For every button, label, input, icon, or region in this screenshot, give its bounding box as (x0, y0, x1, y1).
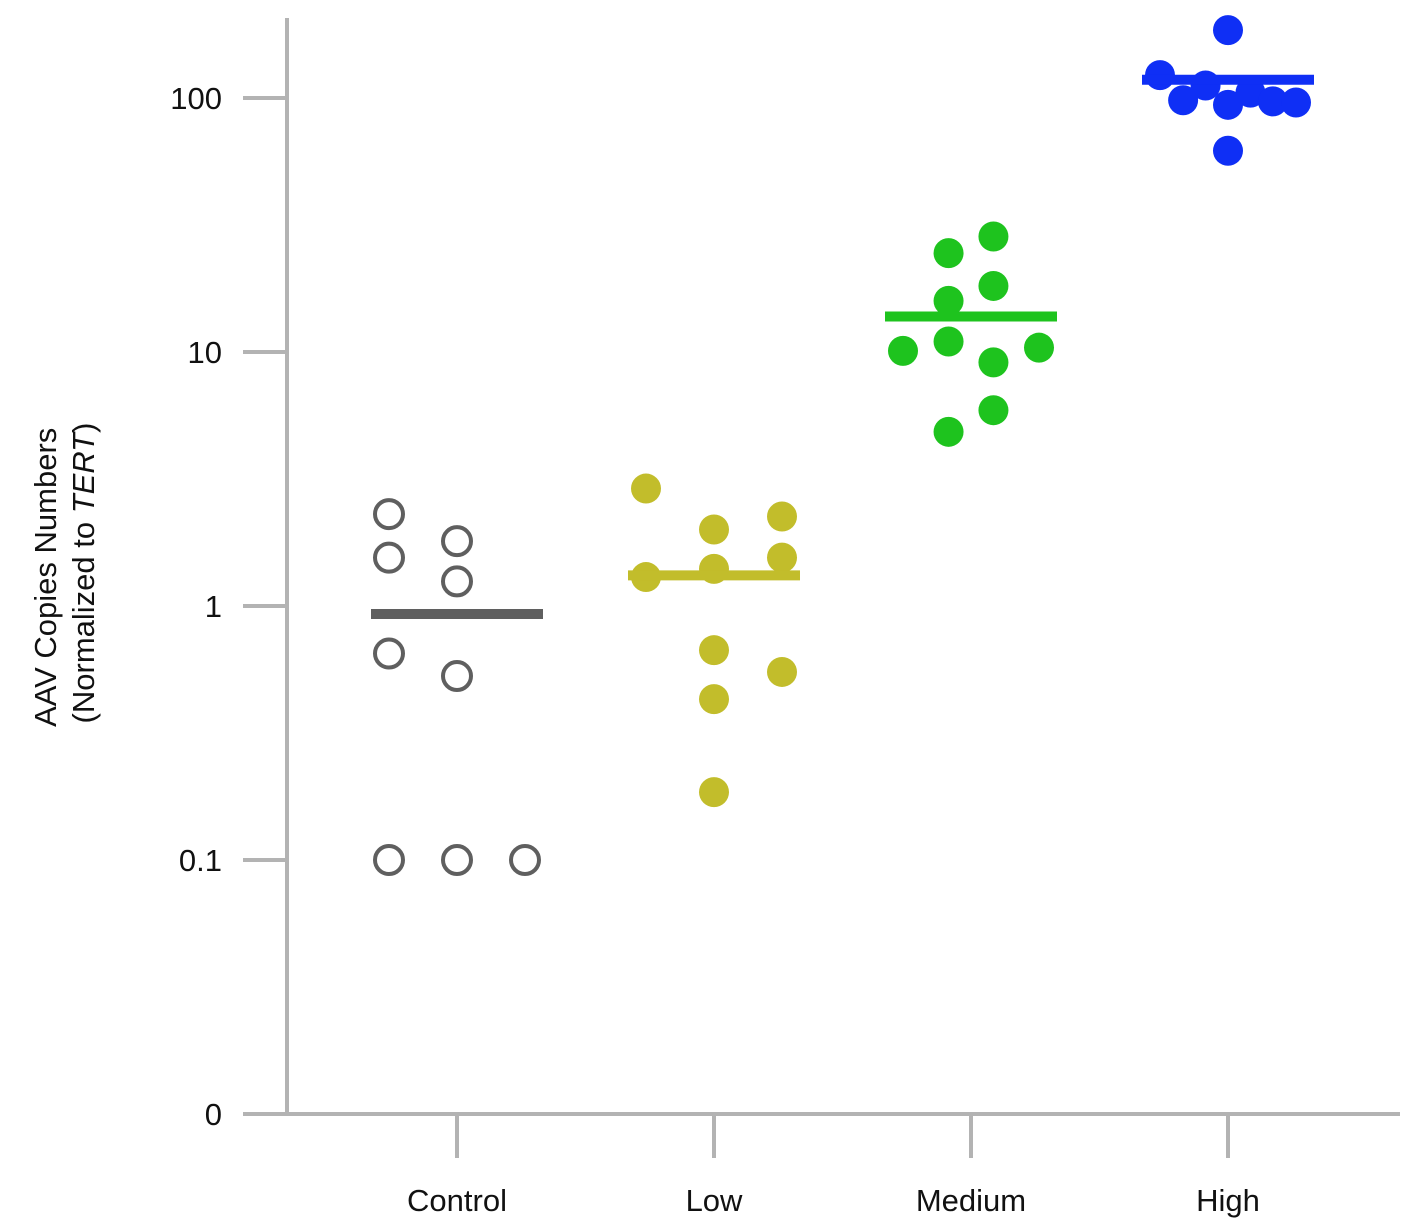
y-ticks: 0 0.1 1 10 100 (170, 81, 287, 1132)
data-point (631, 473, 661, 504)
y-axis-title: AAV Copies Numbers (Normalized to TERT) (28, 419, 101, 727)
plot-area (371, 15, 1314, 876)
data-point (699, 635, 729, 666)
data-point (888, 335, 918, 366)
y-axis-title-line2: (Normalized to TERT) (66, 423, 101, 724)
data-point (373, 541, 405, 574)
y-axis: 0 0.1 1 10 100 (170, 18, 289, 1132)
data-point (441, 565, 473, 598)
data-point (767, 501, 797, 532)
y-axis-title-line1: AAV Copies Numbers (28, 428, 63, 727)
data-point (1257, 86, 1288, 117)
data-point (373, 637, 405, 670)
data-point (978, 270, 1009, 301)
y-tick-label: 1 (205, 589, 222, 624)
series-medium (885, 221, 1057, 447)
data-point (441, 844, 473, 876)
data-point (1281, 87, 1311, 118)
x-axis: Control Low Medium High (243, 1112, 1400, 1218)
y-tick-label: 0.1 (179, 843, 222, 878)
x-ticks: Control Low Medium High (407, 1114, 1260, 1218)
data-point (1168, 85, 1199, 116)
data-point (699, 684, 729, 715)
data-point (699, 514, 729, 545)
data-point (978, 395, 1009, 426)
series-low (628, 473, 800, 808)
x-tick-label: High (1196, 1183, 1260, 1218)
data-point (1213, 15, 1243, 46)
data-point (978, 221, 1009, 252)
data-point (441, 525, 473, 558)
data-point (509, 844, 541, 876)
data-point (933, 285, 964, 316)
series-control (371, 498, 543, 876)
y-axis-title-prefix: (Normalized to (66, 513, 101, 723)
data-point (1213, 135, 1243, 166)
data-point (933, 416, 964, 447)
data-point (373, 844, 405, 876)
data-point (1213, 89, 1243, 120)
data-point (978, 347, 1009, 378)
x-tick-label: Low (686, 1183, 743, 1218)
x-tick-label: Medium (916, 1183, 1026, 1218)
data-point (933, 326, 964, 357)
data-point (767, 542, 797, 573)
data-point (441, 660, 473, 693)
data-point (1024, 332, 1054, 363)
x-tick-label: Control (407, 1183, 507, 1218)
data-point (373, 498, 405, 531)
y-axis-title-suffix: ) (66, 423, 101, 433)
y-axis-title-italic: TERT (66, 431, 101, 513)
data-point (933, 238, 964, 269)
series-high (1142, 15, 1314, 166)
data-point (767, 656, 797, 687)
y-tick-label: 0 (205, 1097, 222, 1132)
y-tick-label: 100 (170, 81, 222, 116)
data-point (699, 777, 729, 808)
y-tick-label: 10 (188, 335, 222, 370)
